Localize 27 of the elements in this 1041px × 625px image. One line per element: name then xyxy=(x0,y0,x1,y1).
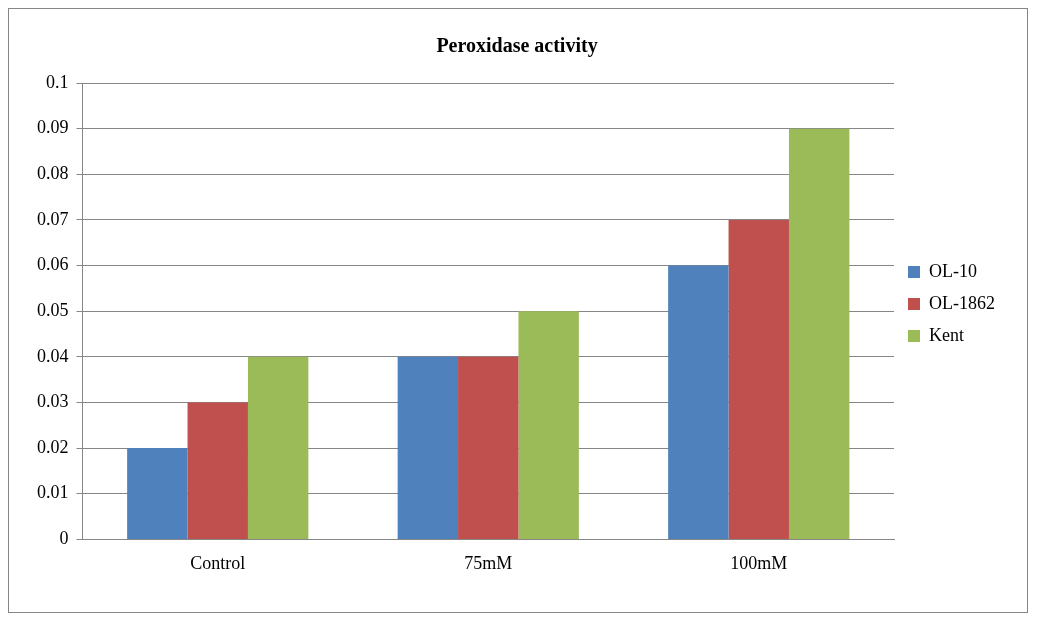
legend-label: OL-10 xyxy=(929,260,978,281)
y-tick-label: 0.01 xyxy=(37,482,69,503)
legend-label: Kent xyxy=(929,324,965,345)
bar xyxy=(518,311,579,539)
bar xyxy=(187,402,248,539)
bar xyxy=(668,265,729,539)
y-tick-label: 0 xyxy=(59,528,69,549)
y-tick-label: 0.07 xyxy=(37,208,69,229)
y-tick-label: 0.09 xyxy=(37,117,69,138)
x-tick-label: 100mM xyxy=(730,552,788,573)
bar xyxy=(397,356,459,539)
y-tick-label: 0.04 xyxy=(37,345,69,366)
y-tick-label: 0.1 xyxy=(46,71,69,92)
y-tick-label: 0.08 xyxy=(37,163,69,184)
x-tick-label: Control xyxy=(190,552,246,573)
bar xyxy=(127,448,188,539)
y-tick-label: 0.05 xyxy=(37,299,69,320)
y-tick-label: 0.03 xyxy=(37,391,69,412)
y-tick-label: 0.06 xyxy=(37,254,69,275)
y-tick-label: 0.02 xyxy=(37,436,69,457)
chart-title: Peroxidase activity xyxy=(436,34,598,58)
bar xyxy=(788,128,850,539)
bar xyxy=(458,356,519,539)
x-tick-label: 75mM xyxy=(464,552,513,573)
bar xyxy=(728,219,789,539)
legend-label: OL-1862 xyxy=(929,292,996,313)
bar xyxy=(247,356,309,539)
